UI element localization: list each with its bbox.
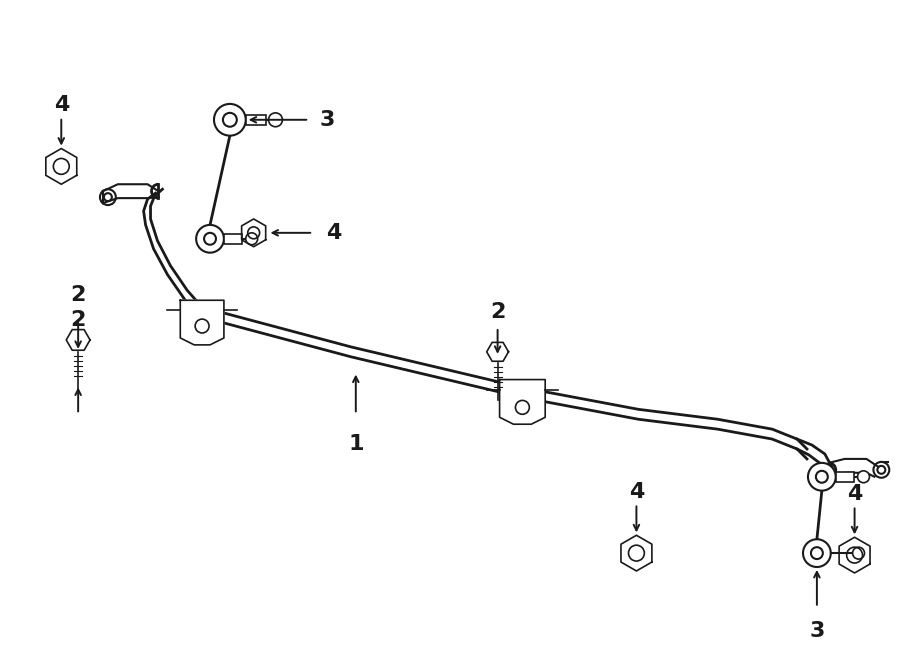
Polygon shape: [241, 219, 266, 247]
FancyBboxPatch shape: [836, 472, 853, 482]
Text: 2: 2: [70, 310, 86, 330]
Polygon shape: [46, 148, 76, 184]
FancyBboxPatch shape: [224, 234, 242, 244]
Circle shape: [214, 104, 246, 136]
Polygon shape: [67, 330, 90, 350]
Text: 4: 4: [629, 482, 644, 502]
Text: 2: 2: [490, 302, 505, 322]
Circle shape: [196, 225, 224, 253]
FancyBboxPatch shape: [246, 115, 266, 124]
Circle shape: [808, 463, 836, 491]
Circle shape: [803, 540, 831, 567]
Text: 3: 3: [320, 110, 335, 130]
Text: 3: 3: [809, 620, 824, 641]
Circle shape: [852, 547, 865, 559]
Circle shape: [268, 113, 283, 126]
Circle shape: [858, 471, 869, 483]
Polygon shape: [180, 301, 224, 345]
Polygon shape: [487, 342, 508, 361]
Polygon shape: [839, 538, 870, 573]
Text: 4: 4: [847, 484, 862, 504]
Text: 1: 1: [348, 434, 364, 454]
Text: 4: 4: [326, 223, 341, 243]
Text: 4: 4: [54, 95, 69, 115]
Circle shape: [246, 233, 257, 245]
Polygon shape: [621, 536, 652, 571]
Text: 2: 2: [70, 285, 86, 305]
Polygon shape: [500, 379, 545, 424]
